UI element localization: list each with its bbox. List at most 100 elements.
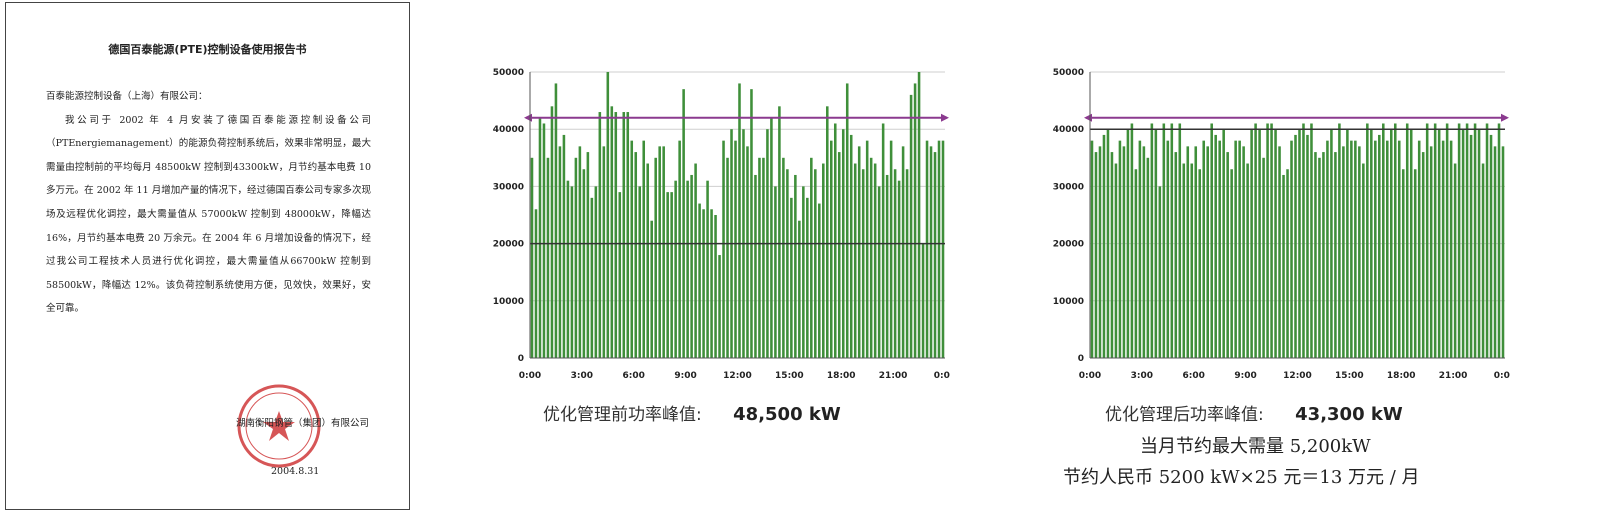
bar — [909, 94, 913, 358]
y-tick-label: 0 — [518, 354, 524, 364]
bar — [1397, 140, 1401, 358]
bar — [1130, 123, 1134, 358]
bar — [1110, 152, 1114, 358]
bar — [1437, 129, 1441, 358]
chart-before-optimization: 0 10000 20000 30000 40000 50000 0:00 3:00 6:00 9:… — [490, 60, 950, 390]
bar — [718, 255, 721, 358]
bar — [662, 146, 665, 358]
bar — [538, 117, 542, 358]
bar — [873, 163, 877, 358]
bar — [921, 243, 925, 358]
y-tick-label: 40000 — [493, 125, 524, 135]
bar — [1370, 129, 1373, 358]
caption-after-value: 43,300 kW — [1295, 404, 1403, 425]
bar — [857, 146, 861, 358]
bar — [1214, 134, 1217, 358]
bar — [1182, 163, 1186, 358]
bar — [929, 146, 933, 358]
x-tick-label: 3:00 — [571, 371, 593, 381]
bar — [774, 186, 777, 358]
letter-date: 2004.8.31 — [271, 466, 320, 477]
bar — [778, 106, 781, 358]
bar — [798, 220, 801, 358]
bar — [1166, 140, 1170, 358]
chart-after-svg: 0 10000 20000 30000 40000 50000 0:00 3:00 6:00 9:… — [1053, 68, 1510, 381]
bar — [1449, 140, 1453, 358]
bar — [1342, 146, 1345, 358]
y-tick-label: 0 — [1078, 354, 1084, 364]
x-tick-label: 3:00 — [1131, 371, 1153, 381]
bar — [1481, 163, 1485, 358]
caption-before-value: 48,500 kW — [733, 404, 841, 425]
bar — [574, 157, 578, 358]
bar — [1186, 146, 1190, 358]
bar — [1429, 146, 1433, 358]
bar — [746, 146, 749, 358]
caption-after: 优化管理后功率峰值: 43,300 kW — [1105, 400, 1403, 425]
bar — [1433, 123, 1437, 358]
bar — [889, 140, 893, 358]
saving-rmb-text: 节约人民币 5200 kW×25 元＝13 万元 / 月 — [1063, 467, 1420, 488]
bar — [1445, 123, 1449, 358]
x-tick-label: 9:00 — [1234, 371, 1256, 381]
bar — [818, 203, 821, 358]
bar — [1294, 134, 1297, 358]
bar — [542, 123, 546, 358]
bar — [822, 163, 825, 358]
bar — [678, 140, 681, 358]
bar — [694, 163, 697, 358]
bar — [726, 157, 729, 358]
bar — [738, 83, 741, 358]
bar — [1350, 140, 1353, 358]
bar — [590, 197, 594, 358]
bar — [1461, 129, 1465, 358]
bar — [1210, 123, 1213, 358]
bar — [1310, 123, 1313, 358]
y-tick-label: 20000 — [1053, 240, 1084, 250]
reference-arrow-right — [941, 113, 949, 122]
bar — [837, 152, 841, 358]
bar — [534, 209, 538, 358]
bar — [1158, 186, 1162, 358]
bar — [877, 186, 881, 358]
bar — [913, 83, 917, 358]
bar — [634, 152, 638, 358]
bar — [1338, 123, 1341, 358]
bar — [941, 140, 945, 358]
bar — [1198, 169, 1202, 358]
bar — [710, 209, 713, 358]
chart-before-svg: 0 10000 20000 30000 40000 50000 0:00 3:00 6:00 9:… — [493, 68, 950, 381]
bar — [1366, 123, 1369, 358]
bar — [686, 180, 689, 358]
bar — [1326, 140, 1329, 358]
bar — [1098, 146, 1102, 358]
x-tick-label: 9:00 — [674, 371, 696, 381]
bar — [1389, 129, 1393, 358]
x-tick-label: 21:00 — [1439, 371, 1468, 381]
bar — [1142, 146, 1146, 358]
bar — [698, 203, 701, 358]
bar — [802, 186, 805, 358]
bar — [881, 123, 885, 358]
x-tick-label: 15:00 — [775, 371, 804, 381]
bar — [642, 140, 646, 358]
x-tick-label: 12:00 — [1283, 371, 1312, 381]
bar — [1118, 140, 1122, 358]
bar — [598, 112, 602, 358]
bar — [1314, 152, 1317, 358]
letter-greeting: 百泰能源控制设备（上海）有限公司： — [46, 91, 208, 102]
bar — [722, 140, 725, 358]
x-tick-label: 18:00 — [827, 371, 856, 381]
bar — [806, 197, 809, 358]
bar — [829, 140, 833, 358]
bar — [1473, 123, 1477, 358]
bar — [1425, 123, 1429, 358]
bar — [893, 169, 897, 358]
bar — [1090, 140, 1094, 358]
bar — [1106, 129, 1110, 358]
bar — [1501, 146, 1505, 358]
saving-demand-text: 当月节约最大需量 5,200kW — [1140, 436, 1371, 457]
bar — [594, 186, 598, 358]
y-tick-label: 50000 — [493, 68, 524, 78]
y-tick-label: 30000 — [1053, 182, 1084, 192]
